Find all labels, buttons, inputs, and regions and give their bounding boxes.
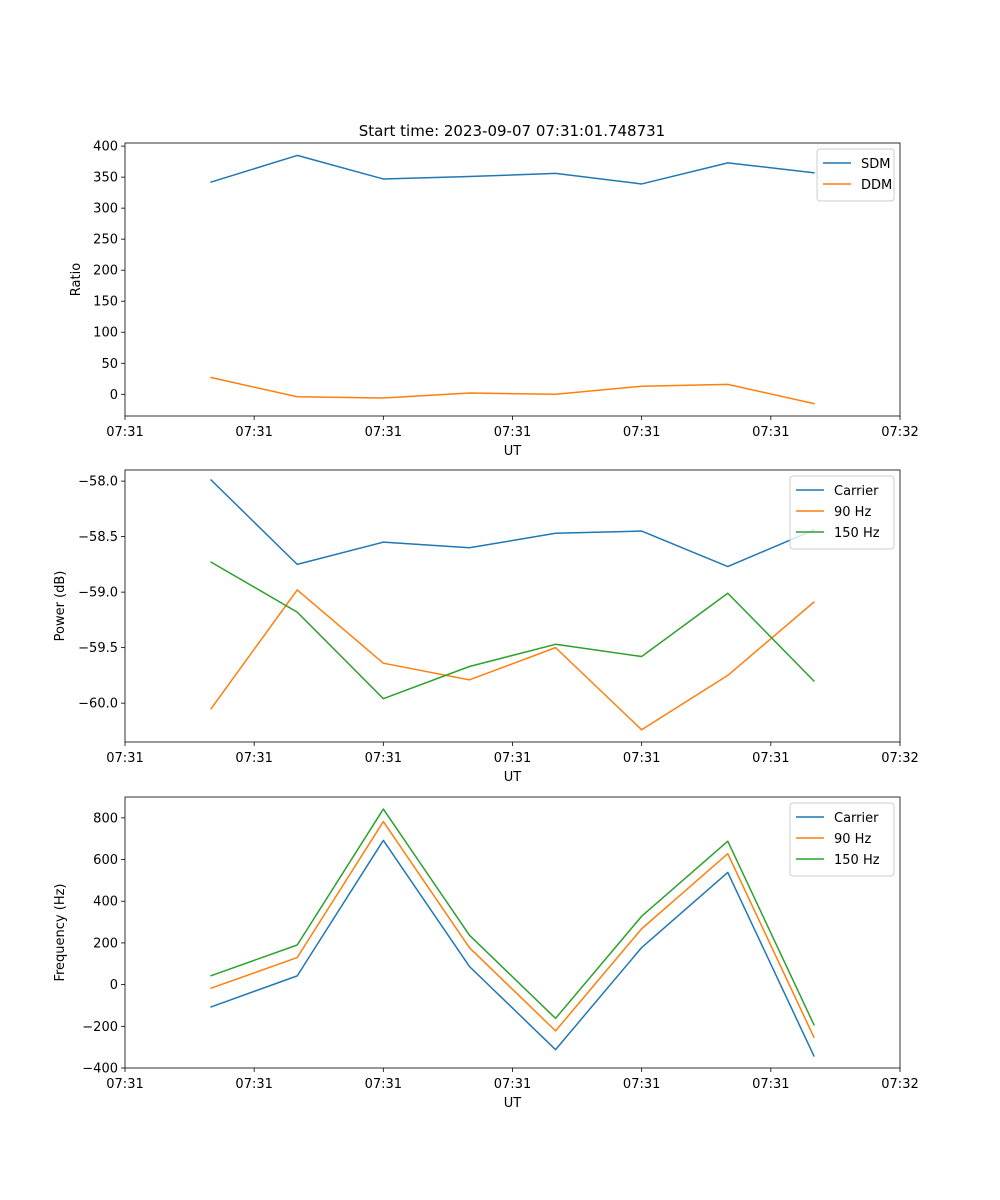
x-tick-label: 07:31 <box>235 425 272 440</box>
y-tick-label: −59.0 <box>78 586 118 601</box>
y-tick-label: 200 <box>93 936 118 951</box>
legend-box <box>789 475 895 550</box>
y-tick-label: 0 <box>110 388 118 403</box>
legend-label: SDM <box>861 157 890 172</box>
x-tick-label: 07:31 <box>106 1077 143 1092</box>
legend-label: 90 Hz <box>834 832 871 847</box>
series-line-carrier <box>210 478 815 568</box>
legend-label: 150 Hz <box>834 853 880 868</box>
y-tick-label: 200 <box>93 264 118 279</box>
x-tick-label: 07:31 <box>494 425 531 440</box>
x-tick-label: 07:31 <box>106 751 143 766</box>
y-tick-label: 150 <box>93 295 118 310</box>
x-tick-label: 07:31 <box>106 425 143 440</box>
legend: Carrier 90 Hz 150 Hz <box>789 802 895 877</box>
y-tick-label: 0 <box>110 978 118 993</box>
x-axis-label: UT <box>504 770 522 785</box>
y-tick-label: −400 <box>82 1062 118 1077</box>
y-axis-label: Frequency (Hz) <box>53 883 68 981</box>
y-tick-label: 350 <box>93 171 118 186</box>
legend-label: Carrier <box>834 484 879 499</box>
x-tick-label: 07:31 <box>752 751 789 766</box>
y-tick-label: −58.0 <box>78 475 118 490</box>
x-axis-label: UT <box>504 1096 522 1111</box>
x-tick-label: 07:31 <box>752 425 789 440</box>
y-tick-label: 250 <box>93 233 118 248</box>
legend-box <box>816 148 895 202</box>
series-line-90-hz <box>210 589 815 731</box>
x-tick-label: 07:32 <box>881 1077 918 1092</box>
legend-label: 90 Hz <box>834 505 871 520</box>
legend-label: Carrier <box>834 811 879 826</box>
chart-panel-3: 07:31 07:31 07:31 07:31 07:31 07:31 07:32 −400 −… <box>53 796 919 1111</box>
x-tick-label: 07:31 <box>623 751 660 766</box>
legend-label: DDM <box>861 178 892 193</box>
x-tick-label: 07:31 <box>365 425 402 440</box>
series-line-150-hz <box>210 561 815 700</box>
y-tick-label: 600 <box>93 853 118 868</box>
y-tick-label: −200 <box>82 1020 118 1035</box>
y-axis-label: Power (dB) <box>53 571 68 642</box>
x-tick-label: 07:31 <box>623 425 660 440</box>
series-line-ddm <box>210 376 815 405</box>
y-tick-label: −60.0 <box>78 697 118 712</box>
x-tick-label: 07:32 <box>881 751 918 766</box>
series-line-150-hz <box>210 808 815 1026</box>
series-line-carrier <box>210 839 815 1057</box>
x-tick-label: 07:31 <box>623 1077 660 1092</box>
x-tick-label: 07:31 <box>235 1077 272 1092</box>
x-tick-label: 07:31 <box>752 1077 789 1092</box>
x-axis-label: UT <box>504 444 522 459</box>
x-tick-label: 07:31 <box>365 751 402 766</box>
x-tick-label: 07:31 <box>494 1077 531 1092</box>
plots-container: 07:31 07:31 07:31 07:31 07:31 07:31 07:32 0 50 10… <box>53 140 919 1111</box>
y-axis-label: Ratio <box>69 263 84 296</box>
x-tick-label: 07:31 <box>365 1077 402 1092</box>
series-line-90-hz <box>210 820 815 1039</box>
y-tick-label: 800 <box>93 811 118 826</box>
chart-panel-2: 07:31 07:31 07:31 07:31 07:31 07:31 07:32 −60.0… <box>53 469 919 785</box>
y-tick-label: 400 <box>93 140 118 155</box>
legend: Carrier 90 Hz 150 Hz <box>789 475 895 550</box>
y-tick-label: 400 <box>93 895 118 910</box>
chart-panel-1: 07:31 07:31 07:31 07:31 07:31 07:31 07:32 0 50 10… <box>69 140 919 459</box>
y-tick-label: 300 <box>93 202 118 217</box>
legend-label: 150 Hz <box>834 526 880 541</box>
y-tick-label: −58.5 <box>78 530 118 545</box>
x-tick-label: 07:31 <box>494 751 531 766</box>
series-line-sdm <box>210 154 815 185</box>
legend: SDM DDM <box>816 148 895 202</box>
figure-title: Start time: 2023-09-07 07:31:01.748731 <box>359 122 665 140</box>
legend-box <box>789 802 895 877</box>
y-tick-label: −59.5 <box>78 641 118 656</box>
x-tick-label: 07:32 <box>881 425 918 440</box>
x-tick-label: 07:31 <box>235 751 272 766</box>
y-tick-label: 100 <box>93 326 118 341</box>
y-tick-label: 50 <box>101 357 118 372</box>
